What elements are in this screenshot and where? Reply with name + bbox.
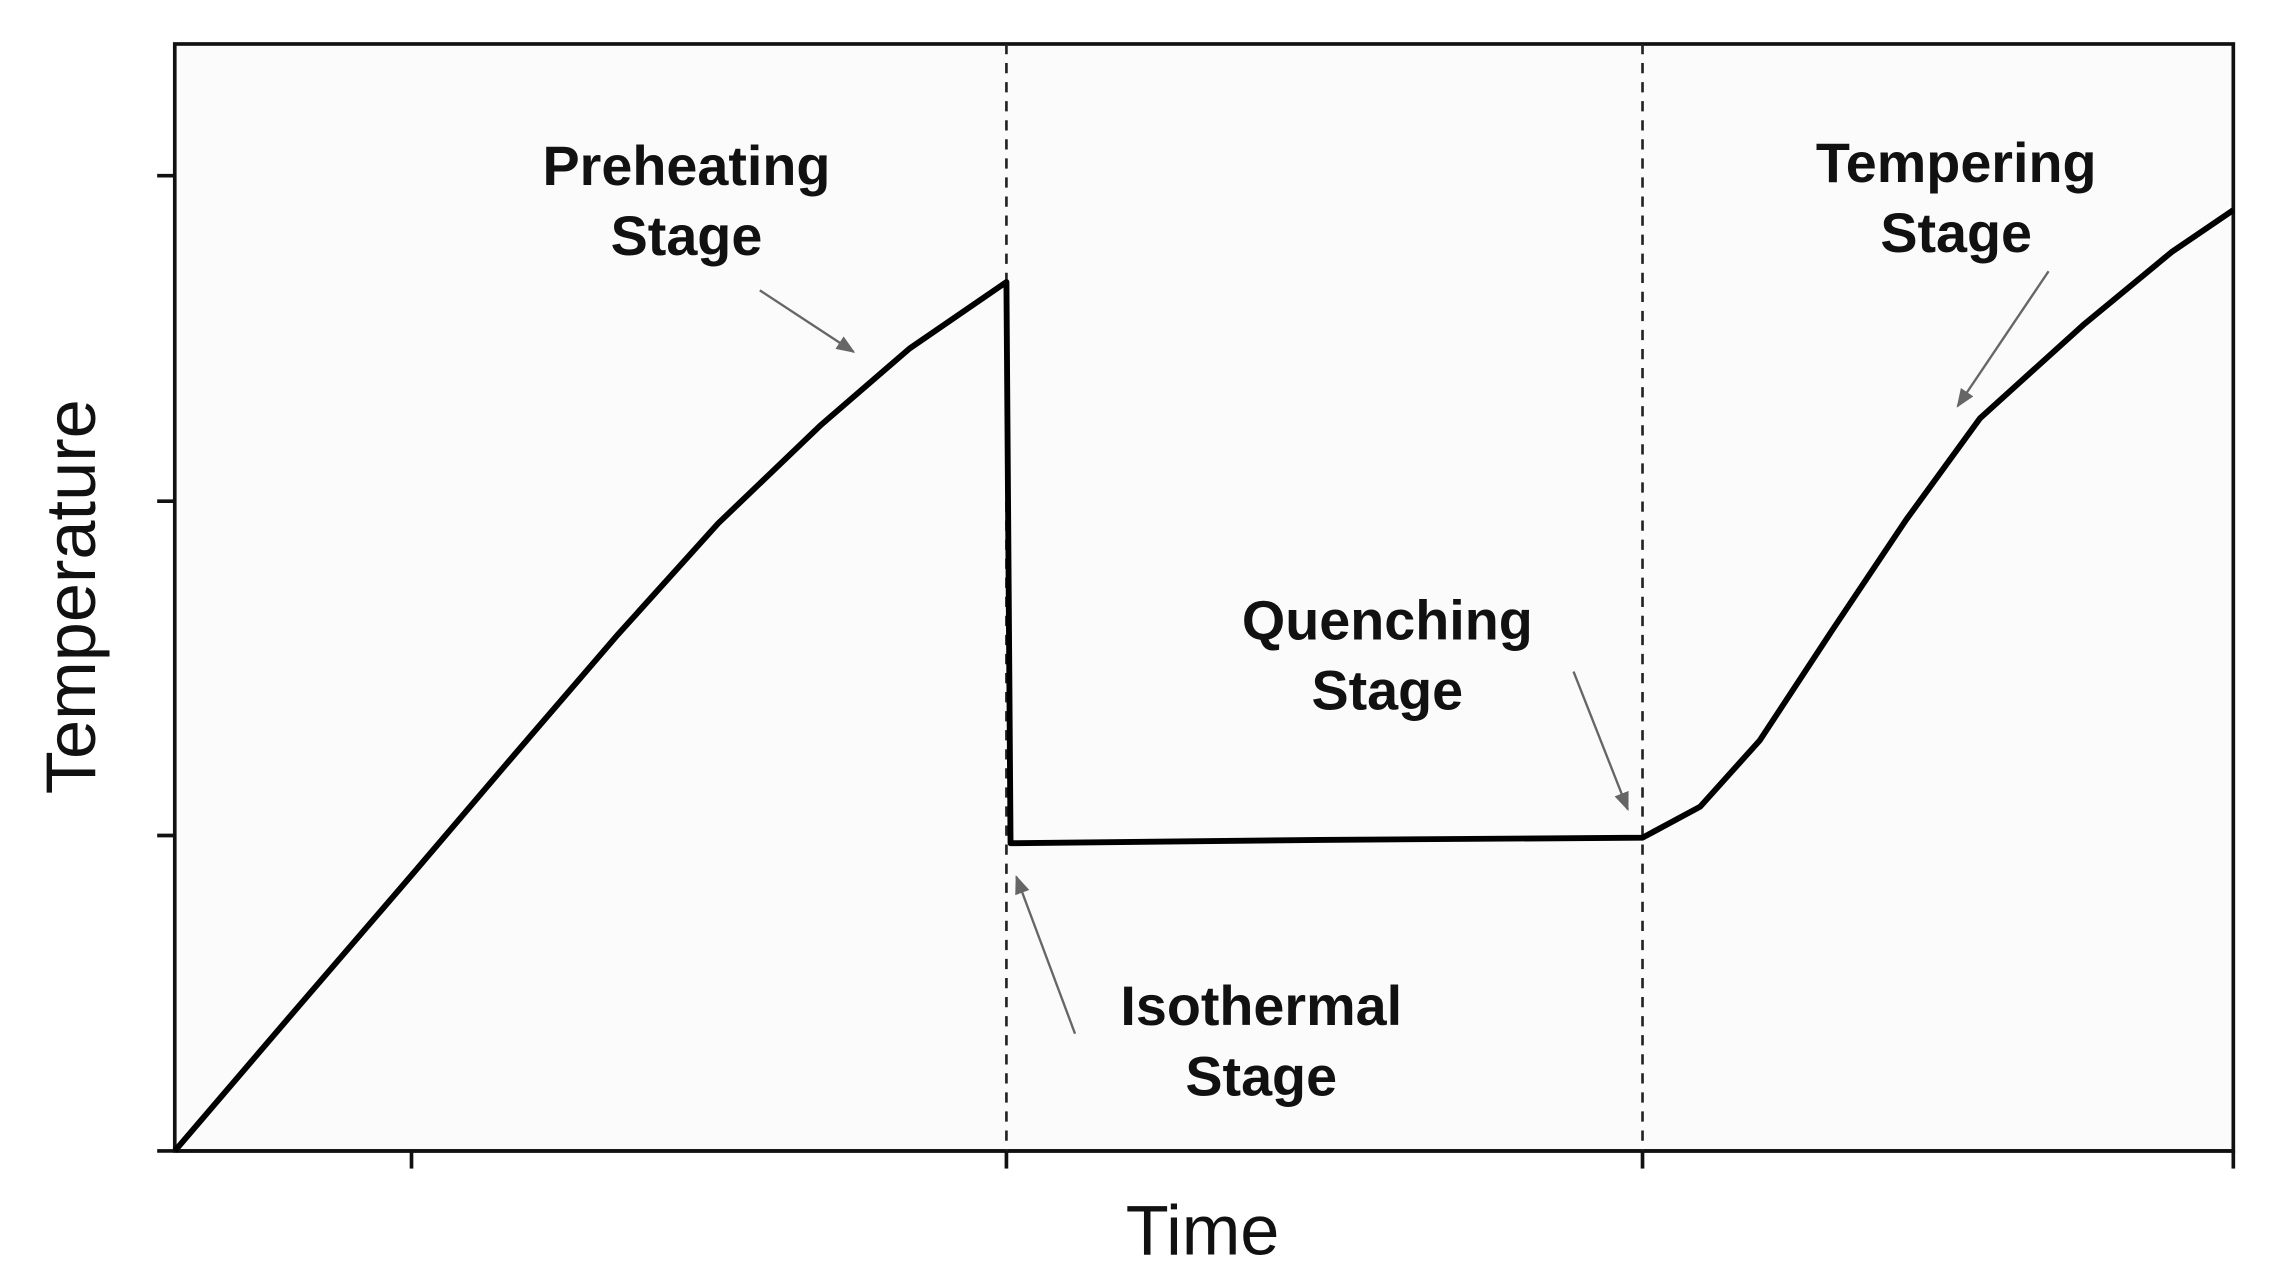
annotation-arrow xyxy=(759,289,856,353)
annotation-text: Stage xyxy=(1311,660,1463,722)
y-axis-label: Temperature xyxy=(31,399,110,794)
annotation-text: Tempering xyxy=(1816,132,2097,194)
annotation-text: Stage xyxy=(1185,1045,1337,1107)
annotation-arrow xyxy=(1956,270,2050,408)
annotation-text: Preheating xyxy=(543,135,831,197)
x-axis-label: Time xyxy=(1126,1191,1280,1270)
annotation-text: Stage xyxy=(611,205,763,267)
annotation-arrow xyxy=(1015,875,1077,1035)
annotation-arrow xyxy=(1572,671,1629,812)
annotation-text: Stage xyxy=(1880,202,2032,264)
temperature-line xyxy=(172,207,2235,1153)
plot-frame xyxy=(172,42,2236,1153)
annotation-text: Quenching xyxy=(1242,589,1533,651)
annotation-text: Isothermal xyxy=(1120,975,1402,1037)
